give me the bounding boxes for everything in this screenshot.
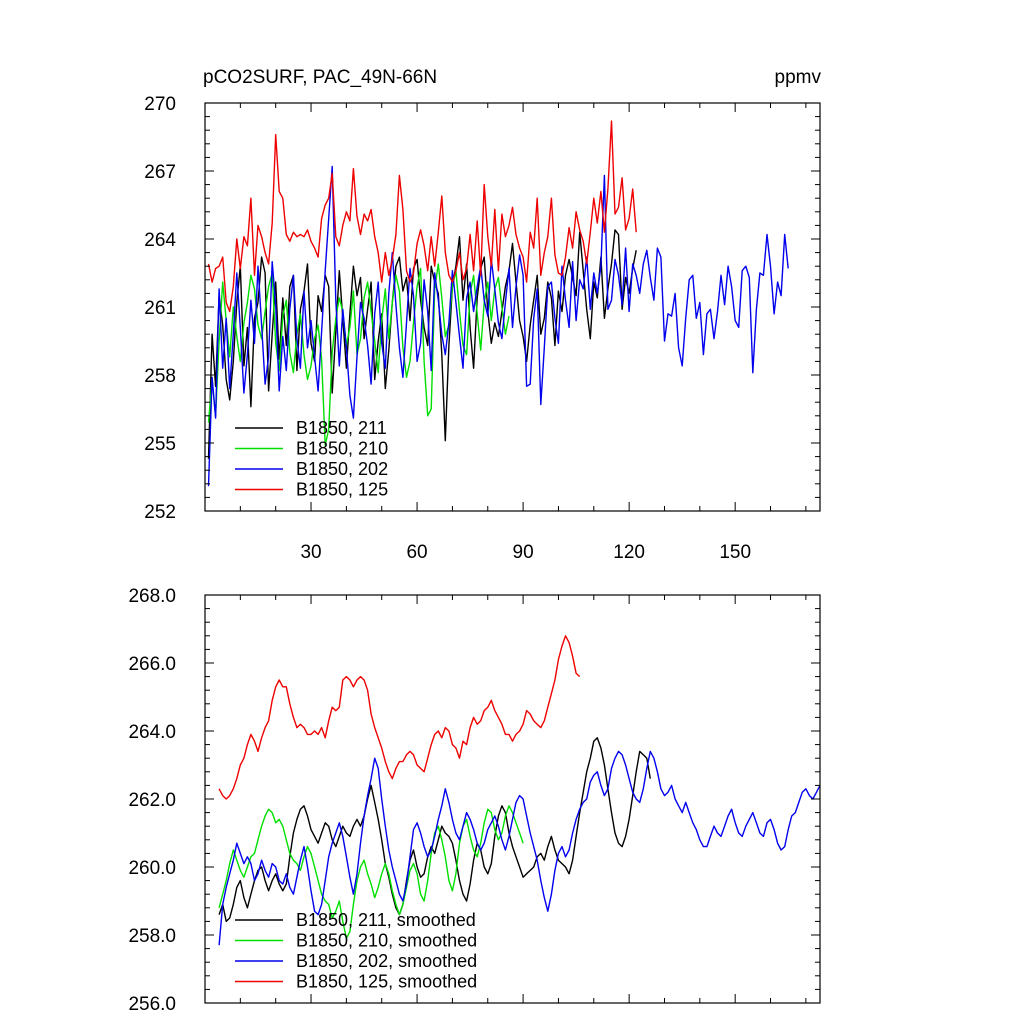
legend-label: B1850, 210 bbox=[296, 439, 388, 459]
legend-label: B1850, 202, smoothed bbox=[296, 951, 477, 971]
top-panel: 30 60 90 120 150 252 255 258 261 264 267 270 B1850, … bbox=[144, 94, 821, 563]
y-tick-label: 267 bbox=[144, 162, 176, 183]
x-tick-label: 150 bbox=[719, 542, 751, 563]
y-tick-label: 252 bbox=[144, 502, 176, 523]
y-tick-label: 261 bbox=[144, 298, 176, 319]
series-line-1-1 bbox=[218, 805, 524, 940]
series-line-1-2 bbox=[218, 750, 821, 946]
series-line-1-0 bbox=[218, 737, 651, 923]
legend-label: B1850, 210, smoothed bbox=[296, 931, 477, 951]
legend-label: B1850, 125, smoothed bbox=[296, 972, 477, 992]
y-tick-label: 255 bbox=[144, 434, 176, 455]
bottom-panel: 256.0 258.0 260.0 262.0 264.0 266.0 268.0 B1850… bbox=[128, 586, 821, 1015]
x-tick-label: 90 bbox=[513, 542, 534, 563]
top-chart-units: ppmv bbox=[775, 67, 822, 88]
legend-label: B1850, 211, smoothed bbox=[296, 910, 476, 930]
y-tick-label: 260.0 bbox=[128, 858, 176, 879]
legend-label: B1850, 125 bbox=[296, 480, 388, 500]
legend-label: B1850, 211 bbox=[296, 418, 387, 438]
y-tick-label: 268.0 bbox=[128, 586, 176, 607]
y-tick-label: 270 bbox=[144, 94, 176, 115]
x-tick-label: 120 bbox=[613, 542, 645, 563]
y-tick-label: 266.0 bbox=[128, 654, 176, 675]
series-line-0-3 bbox=[207, 120, 637, 313]
series-line-0-2 bbox=[207, 165, 789, 487]
y-tick-label: 258 bbox=[144, 366, 176, 387]
y-tick-label: 256.0 bbox=[128, 994, 176, 1015]
y-tick-label: 258.0 bbox=[128, 926, 176, 947]
series-line-0-1 bbox=[207, 263, 510, 446]
y-tick-label: 264 bbox=[144, 230, 176, 251]
top-chart-title: pCO2SURF, PAC_49N-66N bbox=[203, 67, 437, 88]
x-tick-label: 60 bbox=[406, 542, 427, 563]
series-line-1-3 bbox=[218, 635, 581, 800]
y-tick-label: 262.0 bbox=[128, 790, 176, 811]
y-tick-label: 264.0 bbox=[128, 722, 176, 743]
x-tick-label: 30 bbox=[300, 542, 321, 563]
legend-label: B1850, 202 bbox=[296, 459, 388, 479]
